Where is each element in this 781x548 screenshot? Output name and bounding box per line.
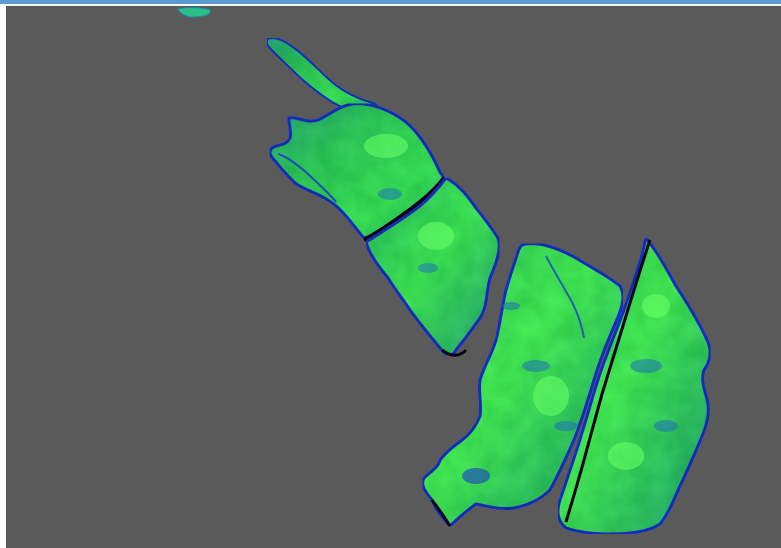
field-map-svg[interactable] xyxy=(6,6,781,548)
field-divider-northwest xyxy=(363,176,446,242)
field-southeast-west[interactable] xyxy=(421,242,625,529)
window-top-border xyxy=(0,0,781,4)
field-highlights xyxy=(364,134,670,470)
window-top-gap xyxy=(0,4,781,6)
field-fragment-top[interactable] xyxy=(177,7,211,18)
map-canvas[interactable] xyxy=(6,6,781,548)
field-texture-spots xyxy=(378,188,678,484)
field-southeast-east[interactable] xyxy=(556,234,712,536)
